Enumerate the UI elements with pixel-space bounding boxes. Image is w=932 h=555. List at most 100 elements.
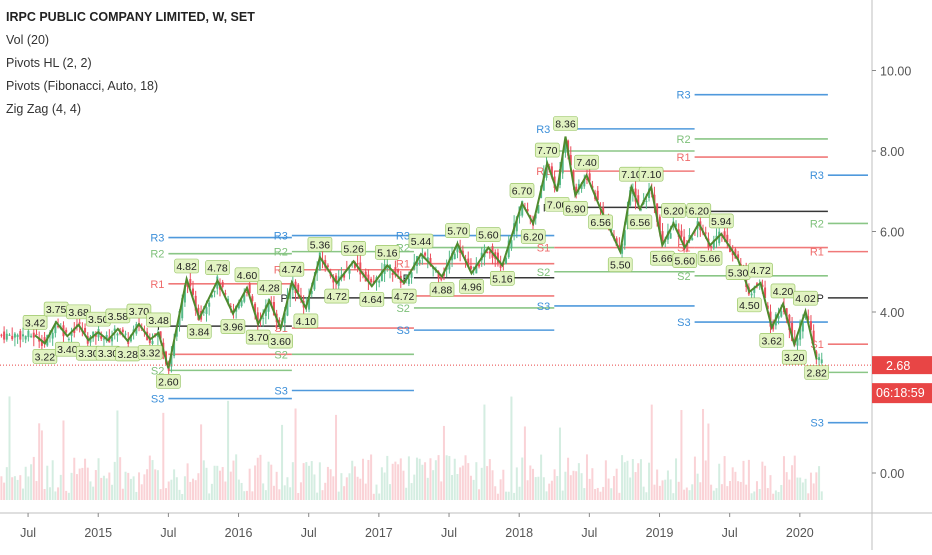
- candle-body: [764, 287, 767, 298]
- candle-body: [397, 269, 400, 273]
- symbol-title[interactable]: IRPC PUBLIC COMPANY LIMITED, W, SET: [6, 10, 255, 24]
- swing-label-box: [137, 345, 163, 360]
- swing-label: 5.16: [377, 247, 398, 259]
- swing-label-box: [737, 297, 762, 313]
- volume-bar: [397, 464, 400, 500]
- candle-body: [0, 334, 3, 336]
- volume-bar: [132, 476, 135, 500]
- volume-bar: [496, 493, 499, 500]
- volume-bar: [62, 420, 65, 500]
- volume-bar: [610, 488, 613, 500]
- volume-bar: [532, 468, 535, 500]
- price-tick-label: 4.00: [880, 306, 904, 320]
- volume-bar: [332, 476, 335, 500]
- volume-bar: [227, 400, 230, 500]
- volume-bar: [121, 488, 124, 500]
- volume-bar: [661, 480, 664, 500]
- candle-body: [440, 276, 443, 280]
- volume-bar: [521, 457, 524, 500]
- candle-body: [348, 269, 351, 274]
- candle-body: [791, 322, 794, 341]
- swing-label: 6.56: [590, 217, 611, 229]
- volume-bar: [707, 423, 710, 500]
- volume-bar: [702, 408, 705, 500]
- volume-bar: [658, 485, 661, 500]
- volume-bar: [97, 458, 100, 500]
- volume-bar: [324, 482, 327, 500]
- volume-bar: [167, 481, 170, 500]
- candle-body: [809, 321, 812, 330]
- candle-body: [264, 305, 267, 316]
- swing-label: 4.82: [176, 261, 197, 273]
- swing-label: 5.50: [610, 260, 631, 272]
- volume-bar: [364, 483, 367, 500]
- volume-bar: [362, 458, 365, 500]
- swing-label: 4.10: [296, 316, 317, 328]
- volume-bar: [731, 467, 734, 500]
- swing-label: 3.22: [35, 351, 56, 363]
- candle-body: [210, 294, 213, 298]
- volume-bar: [165, 488, 168, 500]
- volume-bar: [8, 396, 11, 500]
- volume-bar: [116, 410, 119, 500]
- candle-body: [335, 275, 338, 283]
- volume-bar: [224, 481, 227, 500]
- swing-label: 3.48: [148, 315, 169, 327]
- volume-bar: [84, 458, 87, 500]
- volume-bar: [272, 485, 275, 500]
- volume-bar: [310, 461, 313, 500]
- volume-bar: [715, 488, 718, 500]
- volume-bar: [550, 480, 553, 500]
- indicator-zigzag[interactable]: Zig Zag (4, 4): [6, 102, 82, 116]
- volume-bar: [326, 466, 329, 500]
- swing-label: 4.60: [237, 270, 258, 282]
- swing-label: 4.64: [362, 294, 383, 306]
- candle-body: [588, 173, 591, 181]
- swing-label-box: [607, 257, 633, 272]
- price-tick-label: 6.00: [880, 226, 904, 240]
- volume-layer: [0, 396, 823, 500]
- volume-bar: [108, 472, 111, 500]
- candle-body: [313, 275, 316, 290]
- pivot-label-r3: R3: [150, 233, 164, 245]
- candle-body: [24, 335, 27, 340]
- volume-bar: [513, 492, 516, 500]
- indicator-pivots-fib[interactable]: Pivots (Fibonacci, Auto, 18): [6, 79, 159, 93]
- volume-bar: [329, 469, 332, 500]
- volume-bar: [488, 459, 491, 500]
- indicator-volume[interactable]: Vol (20): [6, 33, 50, 47]
- volume-bar: [564, 471, 567, 500]
- volume-bar: [200, 424, 203, 500]
- swing-label: 5.30: [728, 268, 749, 280]
- candle-body: [272, 302, 275, 316]
- swing-label-box: [445, 223, 470, 238]
- volume-bar: [251, 491, 254, 500]
- volume-bar: [289, 487, 292, 500]
- candle-body: [19, 331, 22, 340]
- candle-body: [13, 333, 16, 338]
- volume-bar: [67, 492, 70, 500]
- candle-body: [84, 327, 87, 333]
- swing-label-box: [205, 260, 230, 275]
- pivot-label-s3: S3: [677, 317, 690, 329]
- candle-body: [370, 278, 373, 283]
- swing-label: 7.10: [641, 169, 662, 181]
- volume-bar: [807, 493, 810, 500]
- indicator-pivots-hl[interactable]: Pivots HL (2, 2): [6, 56, 92, 70]
- volume-bar: [402, 470, 405, 500]
- candle-body: [402, 283, 405, 285]
- swing-label-box: [126, 303, 152, 319]
- candle-body: [170, 353, 173, 367]
- candle-body: [820, 359, 823, 364]
- volume-bar: [591, 468, 594, 500]
- candle-body: [691, 238, 694, 241]
- candle-body: [227, 298, 230, 303]
- candle-body: [575, 186, 578, 195]
- price-tick-label: 10.00: [880, 65, 911, 79]
- volume-bar: [518, 486, 521, 500]
- pivot-label-s3: S3: [396, 325, 409, 337]
- candle-body: [496, 252, 499, 264]
- volume-bar: [631, 459, 634, 500]
